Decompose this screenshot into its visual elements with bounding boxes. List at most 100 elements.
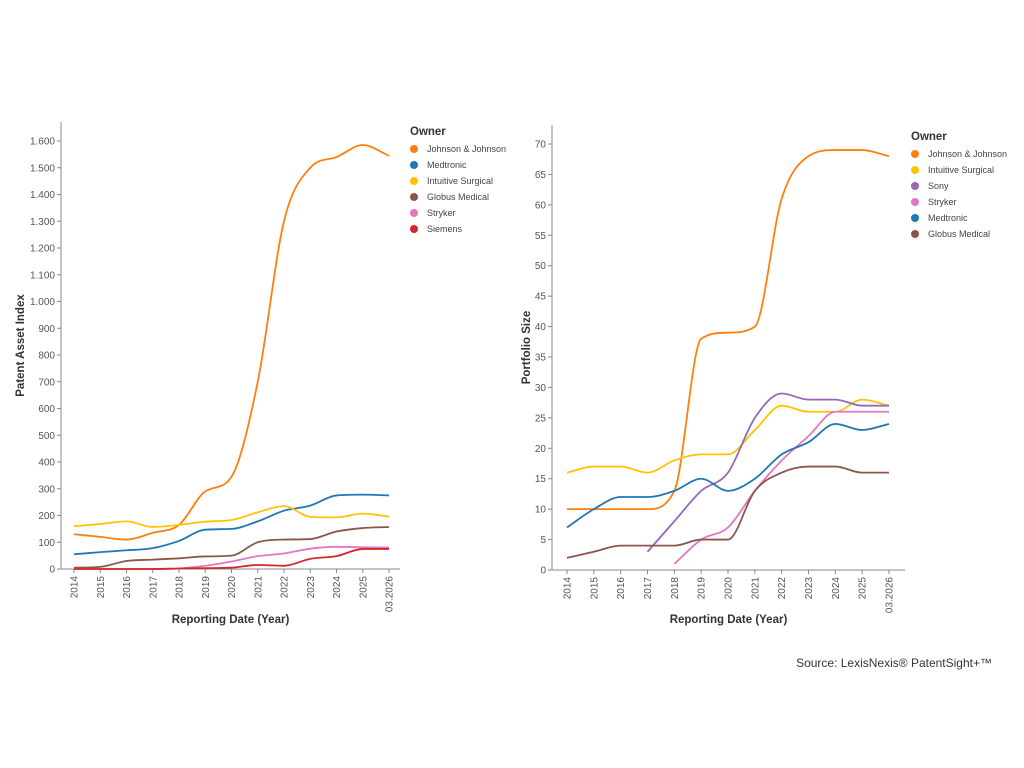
x-tick-label: 2014 (563, 577, 574, 600)
y-tick-label: 45 (535, 292, 547, 303)
y-tick-label: 30 (535, 383, 547, 394)
legend-swatch (911, 166, 919, 174)
y-tick-label: 500 (38, 431, 55, 442)
legend-label: Globus Medical (928, 229, 990, 239)
x-tick-label: 03.2026 (885, 577, 896, 614)
x-tick-label: 2016 (616, 577, 627, 600)
x-tick-label: 2018 (175, 576, 186, 599)
legend-swatch (911, 214, 919, 222)
y-tick-label: 1.400 (30, 190, 55, 201)
legend-swatch (911, 182, 919, 190)
x-tick-label: 2020 (724, 577, 735, 600)
y-tick-label: 0 (49, 565, 55, 576)
legend-swatch (410, 209, 418, 217)
y-tick-label: 20 (535, 444, 547, 455)
legend-label: Sony (928, 181, 949, 191)
x-tick-label: 2016 (122, 576, 133, 599)
legend-swatch (410, 161, 418, 169)
series-line-sony (648, 394, 890, 552)
x-tick-label: 2023 (804, 577, 815, 600)
legend-label: Stryker (427, 208, 456, 218)
y-tick-label: 700 (38, 377, 55, 388)
legend-label: Intuitive Surgical (427, 176, 493, 186)
series-line-intuitive-surgical (74, 506, 389, 527)
x-tick-label: 2021 (750, 577, 761, 600)
series-line-medtronic (567, 424, 889, 527)
y-tick-label: 60 (535, 200, 547, 211)
x-tick-label: 2015 (589, 577, 600, 600)
series-line-johnson-johnson (567, 150, 889, 509)
chart-2: 0510152025303540455055606570201420152016… (521, 125, 1007, 626)
x-tick-label: 03.2026 (385, 576, 396, 613)
y-tick-label: 1.200 (30, 244, 55, 255)
x-tick-label: 2024 (332, 576, 343, 599)
y-tick-label: 1.600 (30, 137, 55, 148)
y-tick-label: 1.300 (30, 217, 55, 228)
legend-label: Johnson & Johnson (928, 149, 1007, 159)
series-line-medtronic (74, 495, 389, 555)
x-tick-label: 2020 (227, 576, 238, 599)
legend-swatch (410, 145, 418, 153)
y-tick-label: 600 (38, 404, 55, 415)
x-tick-label: 2022 (777, 577, 788, 600)
chart-1: 0 100 200 300 400 500 600 700 800 900 1.000 1.100 1.… (15, 122, 506, 626)
x-tick-label: 2017 (643, 577, 654, 600)
legend-swatch (911, 150, 919, 158)
series-line-siemens (74, 549, 389, 569)
y-tick-label: 35 (535, 353, 547, 364)
source-note: Source: LexisNexis® PatentSight+™ (796, 656, 992, 670)
x-tick-label: 2014 (70, 576, 81, 599)
x-tick-label: 2021 (253, 576, 264, 599)
y-tick-label: 800 (38, 351, 55, 362)
series-line-johnson-johnson (74, 145, 389, 540)
legend-swatch (410, 177, 418, 185)
legend-title: Owner (911, 131, 947, 143)
y-axis-title: Patent Asset Index (15, 294, 27, 397)
y-tick-label: 900 (38, 324, 55, 335)
legend-swatch (410, 193, 418, 201)
y-tick-label: 50 (535, 261, 547, 272)
y-tick-label: 5 (540, 535, 546, 546)
y-tick-label: 70 (535, 140, 547, 151)
y-tick-label: 300 (38, 484, 55, 495)
legend-title: Owner (410, 126, 446, 138)
y-tick-label: 200 (38, 511, 55, 522)
y-tick-label: 65 (535, 170, 547, 181)
legend-label: Medtronic (928, 213, 968, 223)
series-line-globus-medical (567, 467, 889, 558)
x-axis-title: Reporting Date (Year) (670, 614, 788, 626)
legend-swatch (410, 225, 418, 233)
y-tick-label: 1.000 (30, 297, 55, 308)
x-tick-label: 2017 (148, 576, 159, 599)
x-axis-title: Reporting Date (Year) (172, 614, 290, 626)
y-tick-label: 1.500 (30, 163, 55, 174)
y-tick-label: 55 (535, 231, 547, 242)
x-tick-label: 2023 (306, 576, 317, 599)
x-tick-label: 2018 (670, 577, 681, 600)
x-tick-label: 2025 (858, 577, 869, 600)
y-tick-label: 25 (535, 413, 547, 424)
y-axis-title: Portfolio Size (521, 311, 533, 384)
legend-swatch (911, 198, 919, 206)
legend-label: Medtronic (427, 160, 467, 170)
x-tick-label: 2019 (697, 577, 708, 600)
legend-label: Johnson & Johnson (427, 144, 506, 154)
y-tick-label: 100 (38, 538, 55, 549)
y-tick-label: 0 (540, 566, 546, 577)
legend-label: Siemens (427, 224, 463, 234)
y-tick-label: 1.100 (30, 270, 55, 281)
x-tick-label: 2015 (96, 576, 107, 599)
series-line-intuitive-surgical (567, 400, 889, 473)
y-tick-label: 10 (535, 505, 547, 516)
legend-label: Globus Medical (427, 192, 489, 202)
y-tick-label: 400 (38, 458, 55, 469)
x-tick-label: 2024 (831, 577, 842, 600)
legend-label: Intuitive Surgical (928, 165, 994, 175)
x-tick-label: 2022 (280, 576, 291, 599)
y-tick-label: 15 (535, 474, 547, 485)
legend-label: Stryker (928, 197, 957, 207)
legend-swatch (911, 230, 919, 238)
x-tick-label: 2025 (358, 576, 369, 599)
x-tick-label: 2019 (201, 576, 212, 599)
